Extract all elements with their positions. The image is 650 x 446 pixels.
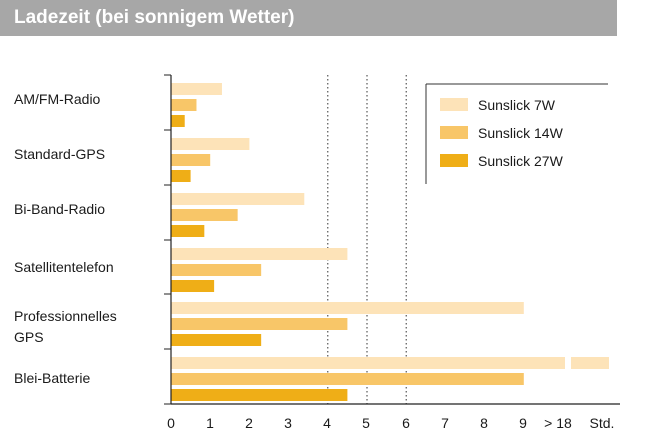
- x-tick-label: 8: [480, 415, 488, 431]
- category-label: Satellitentelefon: [14, 259, 114, 275]
- bar: [171, 115, 185, 127]
- category-label: Professionnelles: [14, 308, 117, 324]
- bar: [571, 357, 609, 369]
- x-tick-label: 9: [519, 415, 527, 431]
- legend-swatch: [440, 126, 468, 139]
- category-labels: AM/FM-Radio Standard-GPS Bi-Band-Radio Sate…: [14, 91, 117, 386]
- bars: [171, 83, 609, 401]
- category-label: Bi-Band-Radio: [14, 201, 105, 217]
- x-tick-label: Std.: [590, 415, 615, 431]
- x-tick-label: 3: [284, 415, 292, 431]
- bar: [171, 318, 348, 330]
- legend-label: Sunslick 7W: [478, 97, 556, 113]
- legend-swatch: [440, 154, 468, 167]
- x-tick-label: 0: [167, 415, 175, 431]
- bar: [171, 193, 305, 205]
- bar: [171, 373, 524, 385]
- legend: Sunslick 7W Sunslick 14W Sunslick 27W: [425, 83, 608, 184]
- x-tick-label: 2: [245, 415, 253, 431]
- x-tick-label: > 18: [544, 415, 572, 431]
- x-tick-label: 7: [441, 415, 449, 431]
- bar: [171, 225, 205, 237]
- chart-title: Ladezeit (bei sonnigem Wetter): [14, 7, 295, 28]
- axes: [164, 74, 620, 405]
- legend-label: Sunslick 27W: [478, 153, 564, 169]
- title-bar: Ladezeit (bei sonnigem Wetter): [0, 0, 617, 36]
- category-label: AM/FM-Radio: [14, 91, 101, 107]
- x-tick-label: 6: [402, 415, 410, 431]
- x-tick-labels: 0 1 2 3 4 5 6 7 8 9 > 18 Std.: [167, 415, 614, 431]
- x-tick-label: 5: [362, 415, 370, 431]
- reference-lines: [327, 75, 407, 404]
- bar: [171, 209, 238, 221]
- bar: [171, 138, 250, 150]
- bar: [171, 334, 262, 346]
- legend-swatch: [440, 98, 468, 111]
- bar: [171, 264, 262, 276]
- category-label: Standard-GPS: [14, 146, 105, 162]
- bar: [171, 154, 211, 166]
- bar: [171, 280, 215, 292]
- x-tick-label: 4: [323, 415, 331, 431]
- legend-label: Sunslick 14W: [478, 125, 564, 141]
- bar: [171, 389, 348, 401]
- category-label: GPS: [14, 329, 44, 345]
- bar: [171, 302, 524, 314]
- category-label: Blei-Batterie: [14, 370, 90, 386]
- bar: [171, 170, 191, 182]
- x-tick-label: 1: [206, 415, 214, 431]
- bar: [171, 248, 348, 260]
- bar: [171, 99, 197, 111]
- bar: [171, 357, 565, 369]
- bar: [171, 83, 222, 95]
